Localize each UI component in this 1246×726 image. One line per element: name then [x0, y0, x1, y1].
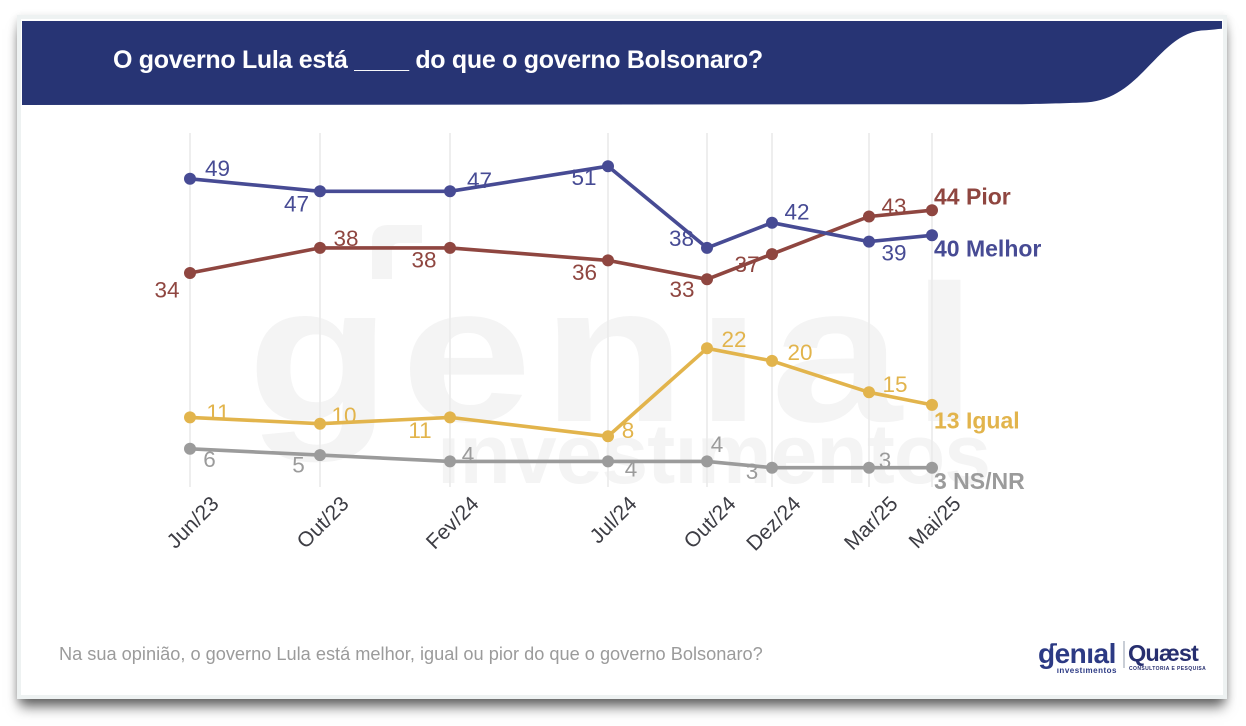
svg-text:15: 15 — [882, 372, 907, 397]
svg-text:10: 10 — [331, 403, 356, 428]
svg-text:42: 42 — [784, 200, 809, 225]
svg-text:3: 3 — [879, 448, 892, 473]
svg-text:4: 4 — [711, 432, 724, 457]
svg-text:11: 11 — [206, 400, 229, 425]
svg-text:Out/23: Out/23 — [293, 492, 354, 553]
svg-text:6: 6 — [203, 447, 216, 472]
svg-text:34: 34 — [154, 278, 179, 303]
svg-text:38: 38 — [669, 226, 694, 251]
svg-text:47: 47 — [467, 168, 492, 193]
svg-text:Mar/25: Mar/25 — [840, 492, 902, 554]
svg-text:Jun/23: Jun/23 — [163, 492, 224, 553]
svg-text:39: 39 — [881, 241, 906, 266]
svg-text:Dez/24: Dez/24 — [742, 492, 806, 556]
svg-text:47: 47 — [284, 192, 309, 217]
svg-text:8: 8 — [622, 418, 635, 443]
svg-text:43: 43 — [881, 194, 906, 219]
svg-text:3 NS/NR: 3 NS/NR — [934, 468, 1025, 494]
svg-text:3: 3 — [746, 459, 759, 484]
svg-text:36: 36 — [572, 260, 597, 285]
svg-text:44 Pior: 44 Pior — [934, 184, 1011, 210]
svg-text:11: 11 — [408, 418, 431, 443]
svg-text:40 Melhor: 40 Melhor — [934, 236, 1041, 262]
svg-text:Fev/24: Fev/24 — [422, 492, 484, 554]
svg-text:Out/24: Out/24 — [680, 492, 741, 553]
svg-text:51: 51 — [571, 165, 596, 190]
svg-text:37: 37 — [734, 252, 759, 277]
svg-text:5: 5 — [292, 453, 305, 478]
svg-text:33: 33 — [669, 277, 694, 302]
svg-text:13 Igual: 13 Igual — [934, 407, 1020, 433]
svg-text:Mai/25: Mai/25 — [905, 492, 966, 553]
svg-text:38: 38 — [411, 248, 436, 273]
svg-text:4: 4 — [462, 443, 475, 468]
svg-text:22: 22 — [721, 327, 746, 352]
svg-text:49: 49 — [205, 156, 230, 181]
svg-text:4: 4 — [625, 457, 638, 482]
svg-text:38: 38 — [333, 226, 358, 251]
svg-text:20: 20 — [787, 340, 812, 365]
svg-text:Jul/24: Jul/24 — [586, 492, 642, 548]
